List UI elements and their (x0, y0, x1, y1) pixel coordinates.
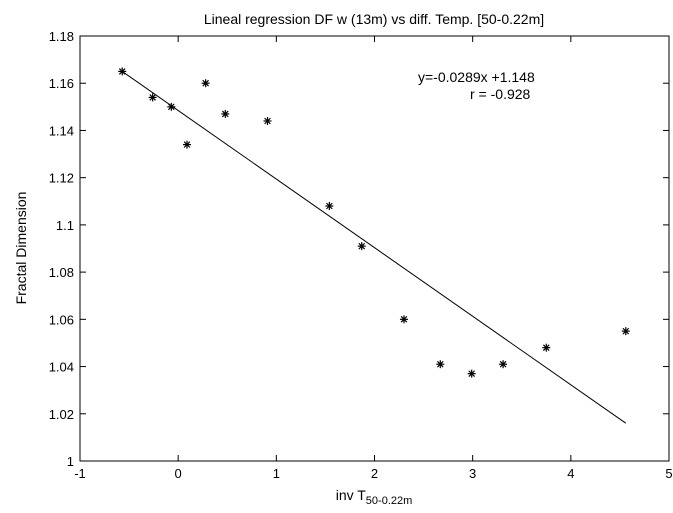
x-axis-title: inv T50-0.22m (336, 487, 413, 507)
y-tick-label: 1.16 (49, 76, 74, 91)
y-tick-label: 1.06 (49, 312, 74, 327)
data-point (499, 360, 508, 369)
data-point (621, 327, 630, 336)
chart-title: Lineal regression DF w (13m) vs diff. Te… (204, 11, 544, 27)
x-tick-label: 1 (273, 466, 280, 481)
y-tick-label: 1 (67, 454, 74, 469)
x-axis-title-subscript: 50-0.22m (366, 495, 412, 507)
x-tick-label: 4 (567, 466, 574, 481)
x-tick-label: 3 (469, 466, 476, 481)
regression-line (121, 71, 627, 424)
y-axis-ticks: 1 1.02 1.04 1.06 1.08 1.1 1.12 1.14 1.16 1.18 (49, 29, 669, 469)
data-point (542, 343, 551, 352)
y-axis-title: Fractal Dimension (13, 192, 29, 305)
data-point (167, 102, 176, 111)
y-tick-label: 1.1 (56, 218, 74, 233)
y-tick-label: 1.14 (49, 123, 74, 138)
x-tick-label: -1 (74, 466, 86, 481)
y-tick-label: 1.08 (49, 265, 74, 280)
data-point (183, 140, 192, 149)
data-points (118, 67, 630, 378)
data-point (221, 109, 230, 118)
y-tick-label: 1.02 (49, 407, 74, 422)
x-tick-label: 0 (175, 466, 182, 481)
y-tick-label: 1.18 (49, 29, 74, 44)
data-point (436, 360, 445, 369)
x-tick-label: 5 (665, 466, 672, 481)
data-point (263, 117, 272, 125)
data-point (201, 79, 210, 88)
data-point (325, 202, 334, 210)
data-point (357, 242, 366, 251)
y-tick-label: 1.04 (49, 360, 74, 375)
data-point (467, 369, 476, 378)
data-point (118, 67, 127, 76)
regression-equation: y=-0.0289x +1.148 (418, 69, 535, 85)
x-tick-label: 2 (371, 466, 378, 481)
x-axis-ticks: -1 0 1 2 3 4 5 (74, 36, 673, 481)
x-axis-title-main: inv T (336, 487, 367, 503)
y-tick-label: 1.12 (49, 171, 74, 186)
data-point (148, 93, 157, 102)
correlation-coefficient: r = -0.928 (470, 86, 531, 102)
data-point (399, 315, 408, 324)
